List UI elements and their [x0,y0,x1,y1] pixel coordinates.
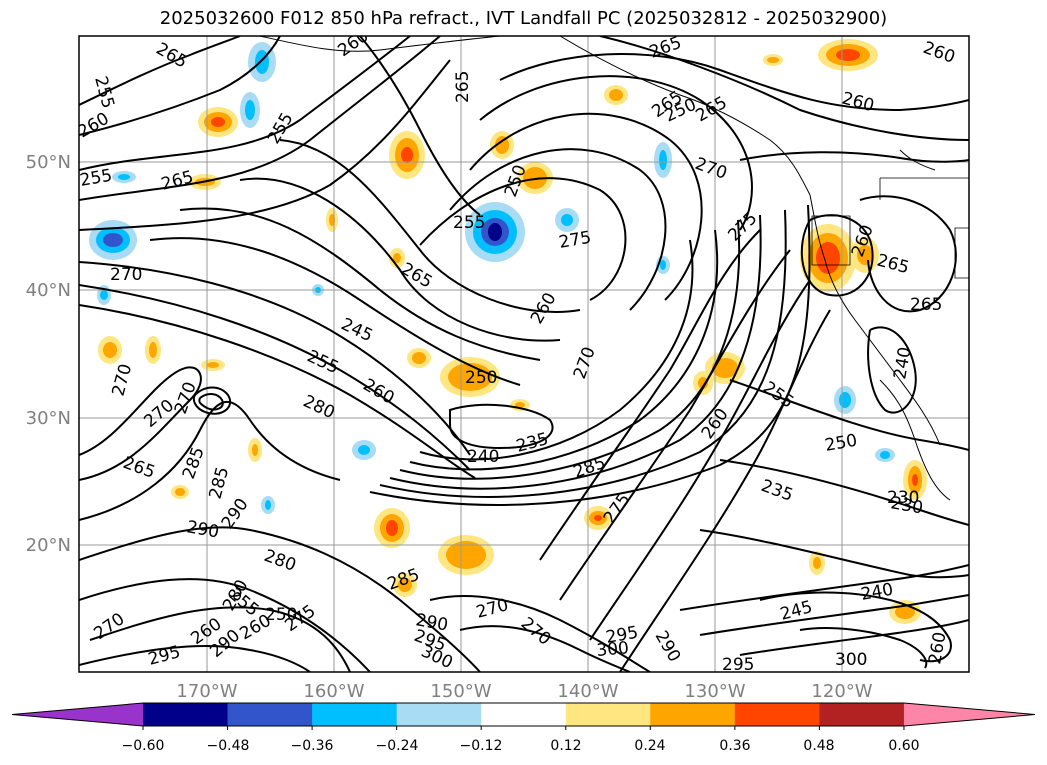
contour-label: 250 [465,368,497,388]
colorbar-segment [734,703,820,726]
colorbar-tick-label: 0.36 [719,738,750,754]
contour-label: 250 [265,605,297,625]
colorbar-tick-label: −0.48 [207,738,250,754]
shading-blob-positive [818,39,878,71]
shading-blob-positive [98,336,122,364]
colorbar-tick-label: 0.60 [888,738,919,754]
contour-label: 240 [467,447,499,467]
contour-label: 265 [910,295,942,315]
shading-blob-negative [261,496,275,514]
lat-label: 50°N [26,152,71,173]
shading-blob-positive [145,336,161,364]
shading-blob-positive [763,54,783,66]
shading-blob-positive [374,508,410,548]
colorbar-segment [819,703,905,726]
colorbar-segment [396,703,482,726]
colorbar-tick-label: −0.60 [122,738,165,754]
shading-blob-positive [393,573,417,597]
contour-label: 300 [596,638,630,661]
colorbar-segment [565,703,651,726]
shading-blob-positive [389,248,405,268]
lon-label: 150°W [430,681,491,702]
shading-blob-positive [584,506,612,530]
colorbar-tick-label: −0.12 [460,738,503,754]
shading-blob-negative [875,448,895,462]
contour-layer [79,36,969,672]
colorbar-tick-label: 0.12 [550,738,581,754]
shading-blob-positive [604,85,628,105]
colorbar-segment [143,703,229,726]
shading-blob-positive [809,551,825,575]
lon-label: 120°W [811,681,872,702]
contour-label: 265 [453,71,473,103]
lon-label: 130°W [684,681,745,702]
shading-blob-negative [240,92,260,128]
colorbar-segment [312,703,398,726]
colorbar-segment [650,703,736,726]
shading-blob-negative [352,440,376,460]
colorbar-tick-label: −0.24 [376,738,419,754]
colorbar-tick-label: 0.24 [634,738,665,754]
coastlines [259,36,969,501]
shading-blob-positive [903,460,927,500]
shading-blob-positive [171,485,189,499]
shading-blob-positive [438,535,494,575]
shading-blob-positive [248,438,262,462]
colorbar [11,702,1036,730]
shading-blob-positive [389,131,425,179]
contour-label: 295 [722,655,754,675]
shading-blob-negative [112,171,136,183]
lon-label: 160°W [303,681,364,702]
colorbar-ticks: −0.60 −0.48 −0.36 −0.24 −0.12 0.12 0.24 … [122,738,920,754]
colorbar-tick-label: −0.36 [291,738,334,754]
shading-blob-negative [89,220,137,260]
lat-label: 30°N [26,408,71,429]
map-panel: 265 260 265 265 260 255 255 265 260 250 … [78,35,970,675]
colorbar-extend-max [903,703,1035,726]
graticule [79,36,969,672]
colorbar-segment [227,703,313,726]
longitude-labels: 170°W 160°W 150°W 140°W 130°W 120°W [176,681,872,702]
contour-label: 255 [453,213,485,233]
shading-blob-positive [407,348,431,368]
shading-blob-positive [201,359,225,371]
colorbar-segment [481,703,567,726]
lon-label: 170°W [176,681,237,702]
lon-label: 140°W [557,681,618,702]
shading-blob-negative [834,386,856,414]
shading-blob-positive [198,107,238,137]
contour-label: 230 [887,488,919,508]
lat-label: 40°N [26,280,71,301]
shading-blob-negative [654,142,672,178]
shading-blob-positive [326,208,338,232]
contour-label: 270 [110,265,142,285]
contour-label: 300 [835,650,867,670]
shading-blob-negative [555,208,579,232]
colorbar-tick-label: 0.48 [803,738,834,754]
shading-blob-negative [465,202,525,262]
latitude-labels: 50°N 40°N 30°N 20°N [26,152,71,556]
map-title: 2025032600 F012 850 hPa refract., IVT La… [159,8,888,29]
lat-label: 20°N [26,535,71,556]
colorbar-extend-min [12,703,143,726]
map-frame [78,35,970,673]
